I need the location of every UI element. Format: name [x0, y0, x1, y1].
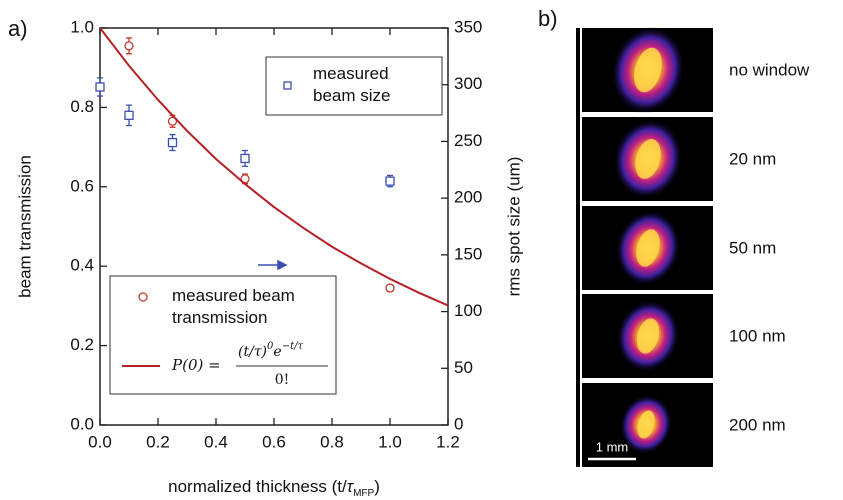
point	[125, 111, 133, 119]
y2-tick-label: 50	[454, 358, 473, 377]
image-label: 50 nm	[729, 238, 776, 257]
x-tick-label: 0.0	[88, 432, 112, 451]
point	[169, 139, 177, 147]
formula-part: (t/τ)	[238, 344, 267, 360]
point	[241, 154, 249, 162]
formula-part: −t/τ	[282, 341, 304, 352]
panel-label: b)	[538, 6, 558, 31]
image-label: 100 nm	[729, 326, 786, 345]
image-label: no window	[729, 60, 810, 79]
x-tick-label: 0.2	[146, 432, 170, 451]
y2-tick-label: 300	[454, 74, 482, 93]
y2-tick-label: 200	[454, 188, 482, 207]
panel-label: a)	[8, 16, 28, 41]
x-tick-label: 0.4	[204, 432, 228, 451]
x-tick-label: 1.2	[436, 432, 460, 451]
x-axis-title-text: normalized thickness (t/	[168, 477, 347, 496]
legend-marker	[139, 293, 147, 301]
y-tick-label: 0.0	[70, 414, 94, 433]
y2-tick-label: 150	[454, 244, 482, 263]
formula-part: e	[273, 344, 281, 360]
arrow	[258, 261, 286, 269]
figure: a) 0.0 0.2 0.4 0.6 0.8 1.0 1.2 0.0 0.2 0.4 0.6 0.8 1.…	[0, 0, 843, 500]
x-tick-label: 0.6	[262, 432, 286, 451]
y2-tick-label: 0	[454, 414, 463, 433]
x-tick-label: 1.0	[378, 432, 402, 451]
y2-tick-label: 100	[454, 301, 482, 320]
point	[125, 42, 133, 50]
x-axis-title: normalized thickness (t/τMFP)	[168, 477, 380, 498]
formula-denominator: 0!	[275, 372, 290, 388]
panel-bar	[576, 28, 580, 467]
y-axis-title: beam transmission	[15, 155, 34, 298]
point	[386, 177, 394, 185]
image-label: 20 nm	[729, 149, 776, 168]
scale-bar-label: 1 mm	[596, 439, 629, 454]
point	[96, 83, 104, 91]
y-tick-label: 0.8	[70, 97, 94, 116]
legend-label: P(0) =	[171, 356, 221, 374]
x-axis-title-sub: MFP	[353, 488, 374, 499]
x-tick-label: 0.8	[320, 432, 344, 451]
image-label: 200 nm	[729, 415, 786, 434]
y-tick-label: 0.6	[70, 176, 94, 195]
y-tick-label: 1.0	[70, 17, 94, 36]
y2-tick-label: 250	[454, 131, 482, 150]
legend-marker	[284, 82, 291, 89]
y-tick-label: 0.2	[70, 335, 94, 354]
y2-tick-label: 350	[454, 17, 482, 36]
x-axis-title-close: )	[374, 477, 380, 496]
y2-axis-title: rms spot size (um)	[504, 157, 523, 297]
point	[386, 284, 394, 292]
y-tick-label: 0.4	[70, 256, 94, 275]
